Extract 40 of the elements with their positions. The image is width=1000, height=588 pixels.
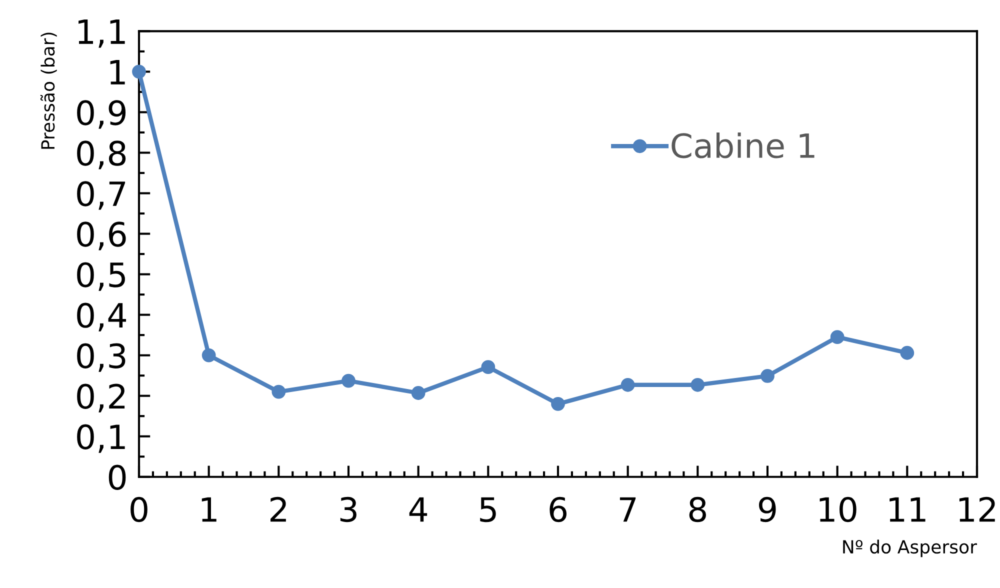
point (411, 386, 426, 400)
point (551, 396, 565, 411)
x-tick-label: 0 (130, 496, 148, 522)
x-tick-label: 8 (689, 496, 706, 522)
x-axis-title: Nº do Aspersor (843, 540, 977, 558)
x-tick-label: 3 (340, 496, 356, 522)
x-tick-label: 10 (820, 496, 856, 522)
point (830, 330, 844, 344)
point (132, 64, 146, 79)
y-tick-label: 0,6 (77, 222, 126, 250)
legend-label: Cabine 1 (672, 132, 814, 158)
x-tick-label: 4 (409, 497, 428, 522)
x-tick-label: 7 (620, 497, 636, 522)
x-tick-label: 12 (959, 496, 995, 522)
x-tick-label: 6 (550, 496, 567, 522)
y-tick-label: 0,4 (77, 302, 126, 332)
y-tick-label: 0,7 (77, 181, 126, 210)
x-tick-label: 5 (480, 497, 496, 522)
point (481, 360, 496, 374)
y-tick-label: 0,3 (77, 343, 126, 372)
point (342, 374, 356, 388)
point (272, 384, 286, 399)
y-tick-label: 0,2 (77, 384, 125, 412)
point (900, 346, 914, 360)
y-axis-title: Pressão (bar) (40, 32, 57, 149)
y-tick-label: 1,1 (78, 20, 125, 48)
x-tick-label: 9 (758, 496, 776, 522)
point (690, 378, 705, 392)
point (760, 369, 774, 383)
x-tick-label: 1 (202, 497, 216, 522)
x-tick-label: 2 (270, 496, 286, 522)
point (620, 378, 635, 392)
y-tick-label: 0,8 (77, 140, 126, 170)
y-tick-label: 1 (110, 60, 125, 84)
x-tick-label: 11 (890, 497, 926, 522)
y-tick-label: 0,9 (77, 100, 126, 129)
point (202, 348, 216, 362)
y-tick-label: 0 (108, 464, 126, 490)
y-tick-label: 0,5 (77, 262, 125, 291)
y-tick-label: 0,1 (77, 424, 125, 453)
